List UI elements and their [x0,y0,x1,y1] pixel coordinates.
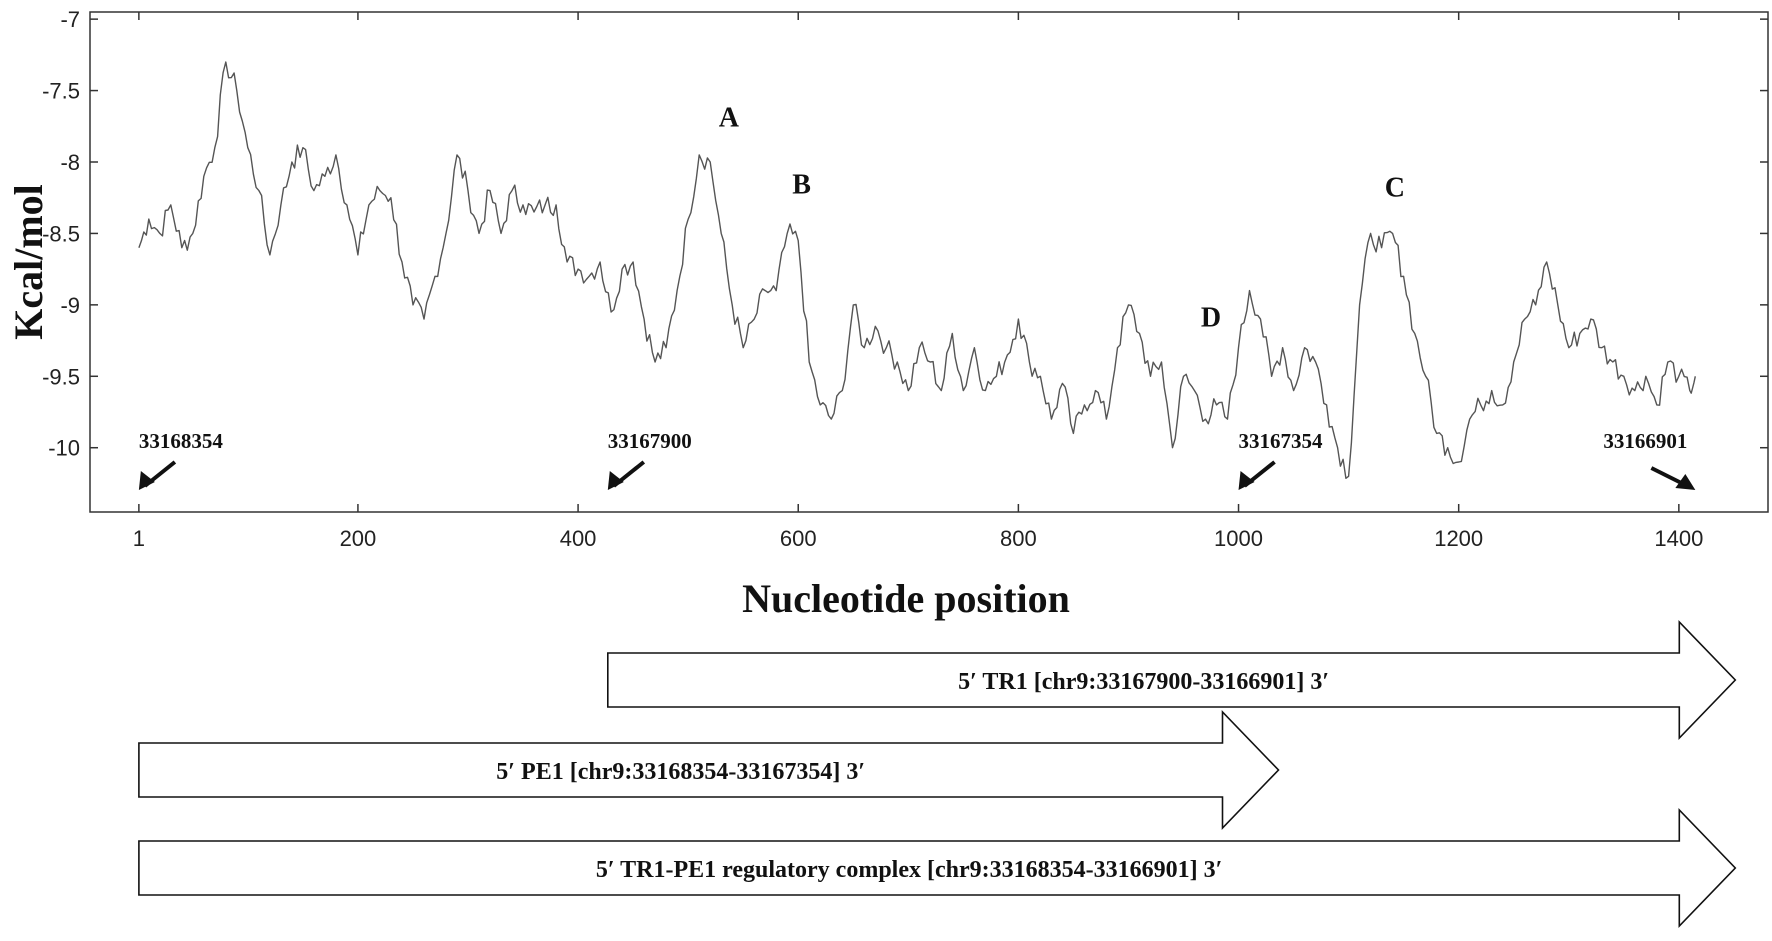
coordinate-arrow-head [1238,471,1255,490]
coordinate-arrow-head [138,471,155,490]
peak-label: B [792,169,811,200]
energy-series-line [138,61,1696,479]
y-tick-label: -7.5 [42,79,80,104]
x-tick-label: 1 [133,526,145,551]
region-label: 5′ TR1-PE1 regulatory complex [chr9:3316… [596,857,1223,883]
region-arrow [606,620,1737,740]
coordinate-arrow-head [1675,474,1696,490]
coordinate-label: 33167354 [1239,429,1324,453]
peak-label: C [1385,172,1405,203]
x-axis-ticks: 1 200 400 600 800 1000 1200 1400 [133,12,1703,551]
y-tick-label: -8 [60,150,80,175]
x-tick-label: 1200 [1434,526,1483,551]
y-tick-label: -10 [48,436,80,461]
x-tick-label: 1000 [1214,526,1263,551]
coordinate-label: 33167900 [608,429,692,453]
plot-frame [89,11,1769,513]
peak-label: A [719,102,740,133]
y-axis-ticks: -7 -7.5 -8 -8.5 -9 -9.5 -10 [42,7,1768,461]
x-tick-label: 600 [780,526,817,551]
y-tick-label: -7 [60,7,80,32]
region-arrow [138,808,1737,928]
coordinate-label: 33168354 [139,429,224,453]
series-layer [138,61,1696,479]
y-tick-label: -9.5 [42,364,80,389]
x-tick-label: 1400 [1654,526,1703,551]
plot-area: -7-7.5-8-8.5-9-9.5-10 1 200 400 600 800 1000 1… [42,7,1769,551]
region-arrow [138,710,1280,830]
region-arrows: 5′ TR1 [chr9:33167900-33166901] 3′ 5′ PE1… [138,620,1737,928]
x-tick-label: 200 [340,526,377,551]
y-tick-label: -9 [60,293,80,318]
x-tick-label: 400 [560,526,597,551]
x-tick-label: 800 [1000,526,1037,551]
region-label: 5′ PE1 [chr9:33168354-33167354] 3′ [496,759,865,785]
peak-annotations: A B C D [719,102,1405,333]
coordinate-arrow-head [607,471,624,490]
peak-label: D [1201,302,1221,333]
region-label: 5′ TR1 [chr9:33167900-33166901] 3′ [958,669,1329,695]
coordinate-label: 33166901 [1603,429,1687,453]
position-annotations: 33168354 33167900 33167354 33166901 [138,429,1696,490]
x-axis-title: Nucleotide position [742,576,1070,621]
y-axis-title: Kcal/mol [6,184,51,340]
y-tick-label: -8.5 [42,221,80,246]
